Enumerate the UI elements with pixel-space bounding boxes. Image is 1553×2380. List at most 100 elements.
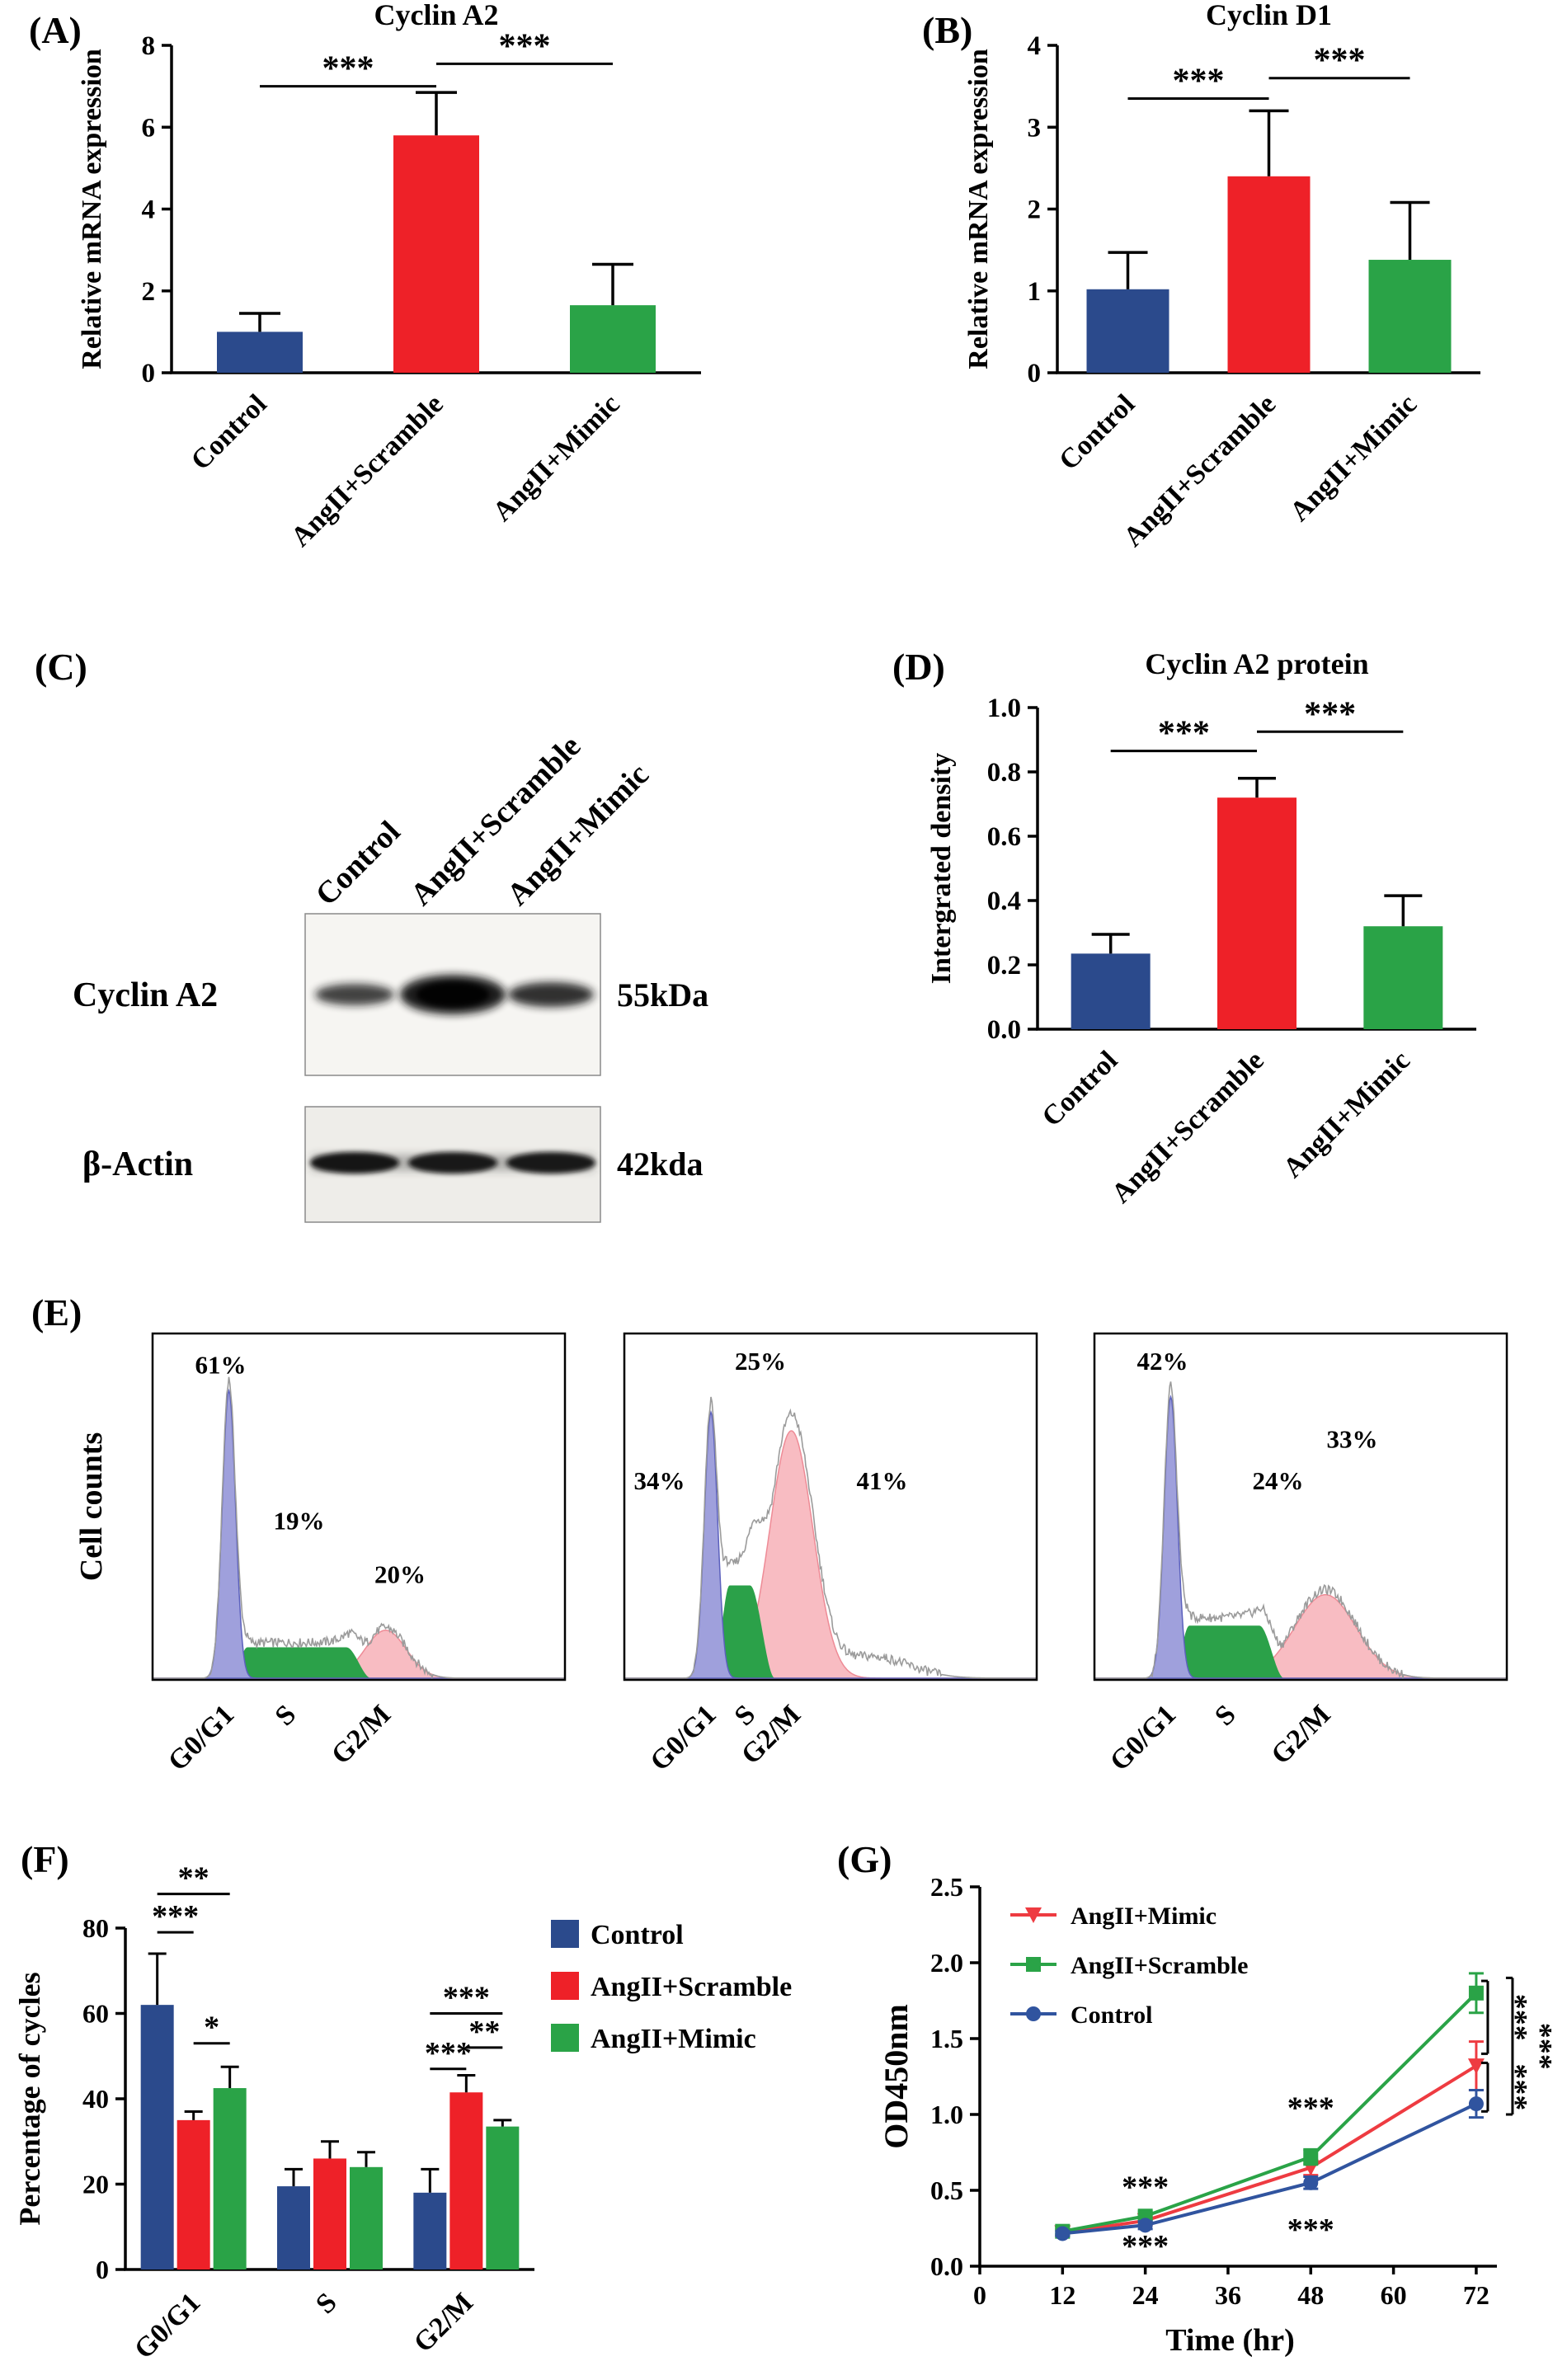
significance-stars: *** <box>1158 715 1210 753</box>
y-tick-label: 80 <box>82 1913 109 1943</box>
significance-stars: *** <box>152 1899 199 1934</box>
category-label: G0/G1 <box>129 2287 206 2364</box>
g0g1-peak-area <box>153 1388 565 1679</box>
bar <box>213 2088 247 2269</box>
envelope-curve <box>1094 1381 1507 1679</box>
y-tick-label: 0.2 <box>987 951 1021 981</box>
category-label: Control <box>1036 1045 1123 1132</box>
chart-title: Cyclin A2 protein <box>1145 647 1368 680</box>
y-tick-label: 0.8 <box>987 758 1021 788</box>
panel-label-d: (D) <box>892 646 945 688</box>
marker-circle <box>1055 2226 1071 2241</box>
panel-label-f: (F) <box>21 1838 69 1880</box>
plot-box <box>623 1332 1038 1682</box>
legend-swatch <box>551 1972 579 2000</box>
category-label: AngII+Scramble <box>1106 1045 1270 1209</box>
category-label: Control <box>1053 388 1141 476</box>
lane-label: AngII+Scramble <box>404 729 588 913</box>
significance-stars: *** <box>1287 2213 1334 2247</box>
bar <box>449 2092 483 2269</box>
category-label: G2/M <box>408 2287 479 2358</box>
significance-stars: *** <box>1314 42 1366 80</box>
percent-label: 34% <box>634 1466 685 1495</box>
s-phase-area <box>1094 1625 1507 1678</box>
chart-title: Cyclin D1 <box>1206 0 1332 31</box>
weight-label: 55kDa <box>617 976 708 1014</box>
bar <box>140 2005 174 2269</box>
significance-stars: *** <box>322 50 374 88</box>
s-phase-area <box>153 1647 565 1678</box>
y-tick-label: 1 <box>1028 277 1042 307</box>
x-tick-label: G0/G1 <box>644 1699 722 1776</box>
panel-label-g: (G) <box>837 1838 892 1880</box>
y-axis-label: OD450nm <box>878 2004 915 2149</box>
y-axis-label: Percentage of cycles <box>13 1972 46 2225</box>
significance-stars: *** <box>1287 2091 1334 2126</box>
x-tick-label: 36 <box>1215 2280 1241 2310</box>
marker-square <box>1468 1985 1484 2001</box>
y-tick-label: 60 <box>82 1999 109 2029</box>
bar <box>413 2192 447 2269</box>
percent-label: 33% <box>1327 1425 1378 1454</box>
x-tick-label: G2/M <box>1265 1699 1336 1770</box>
significance-stars: *** <box>1499 1994 1533 2041</box>
y-tick-label: 3 <box>1028 113 1042 143</box>
legend-label: Control <box>591 1920 684 1950</box>
x-tick-label: 24 <box>1132 2280 1159 2310</box>
legend-label: AngII+Scramble <box>1071 1952 1248 1979</box>
legend-swatch <box>551 2024 579 2052</box>
y-tick-label: 0.4 <box>987 887 1021 916</box>
category-label: AngII+Mimic <box>1278 1045 1416 1183</box>
legend-label: Control <box>1071 2001 1152 2029</box>
bar <box>1086 289 1169 373</box>
category-label: AngII+Scramble <box>1118 388 1282 553</box>
protein-band-core <box>416 982 489 1007</box>
y-tick-label: 0 <box>96 2255 109 2284</box>
x-tick-label: 48 <box>1297 2280 1324 2310</box>
y-tick-label: 1.0 <box>987 694 1021 723</box>
y-tick-label: 1.5 <box>930 2024 963 2053</box>
legend-label: AngII+Scramble <box>591 1972 792 2002</box>
significance-stars: ** <box>178 1861 209 1896</box>
category-label: AngII+Mimic <box>487 388 626 527</box>
envelope-curve <box>153 1376 565 1680</box>
g2m-peak-area <box>624 1430 1037 1679</box>
percent-label: 42% <box>1137 1347 1188 1376</box>
significance-stars: *** <box>1173 63 1225 101</box>
chart-title: Cyclin A2 <box>374 0 498 31</box>
marker-triangle-down <box>1467 2058 1485 2075</box>
x-tick-label: S <box>270 1699 303 1732</box>
protein-band <box>508 982 594 1007</box>
panel-a-bar-chart: 0 2 4 6 8 Control AngII+Scramble AngII+Mimic ***… <box>77 0 701 553</box>
significance-stars: *** <box>1499 2063 1533 2110</box>
x-tick-label: 60 <box>1381 2280 1407 2310</box>
marker-square <box>1026 1957 1041 1972</box>
plot-box <box>151 1332 567 1682</box>
legend-label: AngII+Mimic <box>1071 1903 1217 1930</box>
significance-stars: *** <box>443 1981 490 2015</box>
significance-stars: * <box>204 2011 219 2045</box>
y-tick-label: 0 <box>1028 359 1042 388</box>
y-tick-label: 40 <box>82 2084 109 2114</box>
y-tick-label: 2 <box>142 277 156 307</box>
series-line <box>1062 2064 1477 2235</box>
bar <box>1368 260 1452 373</box>
percent-label: 25% <box>735 1347 786 1376</box>
x-tick-label: 12 <box>1049 2280 1075 2310</box>
panel-label-b: (B) <box>922 9 973 51</box>
bar <box>1071 953 1151 1029</box>
significance-stars: ** <box>468 2015 500 2049</box>
protein-band <box>506 1152 595 1174</box>
legend-swatch <box>551 1920 579 1948</box>
y-tick-label: 6 <box>142 113 156 143</box>
x-tick-label: 0 <box>973 2280 986 2310</box>
bar <box>393 135 479 374</box>
category-label: AngII+Mimic <box>1284 388 1423 527</box>
percent-label: 24% <box>1253 1466 1304 1495</box>
y-tick-label: 0.6 <box>987 822 1021 852</box>
